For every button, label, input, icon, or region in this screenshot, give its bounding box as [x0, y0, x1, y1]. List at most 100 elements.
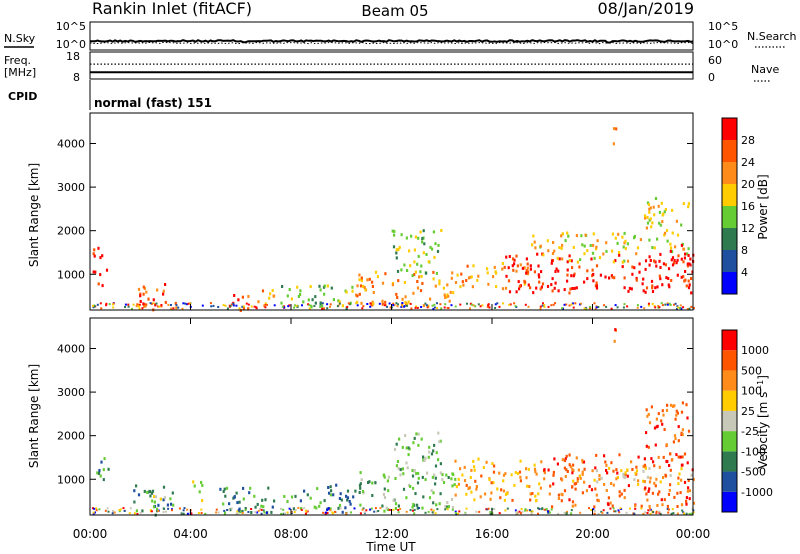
scatter-cell — [666, 239, 669, 243]
scatter-cell — [322, 511, 325, 514]
scatter-cell — [543, 468, 546, 472]
scatter-cell — [593, 478, 596, 482]
scatter-cell — [568, 453, 571, 457]
scatter-cell — [527, 305, 530, 308]
scatter-cell — [581, 491, 584, 495]
scatter-cell — [673, 303, 675, 306]
scatter-cell — [493, 265, 496, 269]
scatter-cell — [488, 478, 491, 482]
scatter-cell — [541, 507, 544, 510]
scatter-cell — [407, 483, 411, 487]
scatter-cell — [484, 492, 487, 496]
scatter-cell — [186, 508, 189, 511]
scatter-cell — [675, 219, 678, 223]
scatter-cell — [538, 482, 541, 486]
scatter-cell — [420, 306, 423, 308]
scatter-cell — [490, 481, 493, 485]
scatter-cell — [504, 472, 507, 476]
scatter-cell — [409, 509, 412, 512]
scatter-cell — [383, 496, 387, 499]
scatter-cell — [439, 492, 442, 496]
scatter-cell — [690, 277, 693, 280]
scatter-cell — [526, 509, 529, 512]
scatter-cell — [387, 475, 390, 479]
scatter-cell — [282, 508, 285, 511]
scatter-cell — [571, 485, 574, 489]
scatter-cell — [167, 303, 170, 306]
scatter-cell — [528, 509, 531, 511]
scatter-cell — [329, 493, 332, 497]
scatter-cell — [581, 470, 584, 474]
scatter-cell — [550, 304, 553, 307]
scatter-cell — [101, 284, 104, 288]
scatter-cell — [644, 290, 647, 294]
scatter-cell — [241, 305, 244, 308]
scatter-cell — [623, 241, 626, 245]
scatter-cell — [651, 221, 654, 225]
scatter-cell — [231, 303, 233, 306]
scatter-cell — [232, 302, 235, 305]
scatter-cell — [557, 493, 560, 497]
scatter-cell — [542, 253, 545, 257]
scatter-cell — [605, 305, 608, 308]
scatter-cell — [459, 285, 462, 289]
scatter-cell — [686, 252, 689, 256]
scatter-cell — [468, 486, 471, 490]
scatter-cell — [685, 512, 688, 515]
scatter-cell — [421, 237, 424, 241]
scatter-cell — [624, 239, 627, 243]
scatter-cell — [330, 489, 333, 493]
scatter-cell — [519, 475, 522, 479]
scatter-cell — [551, 289, 554, 293]
scatter-cell — [257, 509, 260, 512]
scatter-cell — [376, 275, 379, 279]
scatter-cell — [141, 509, 144, 513]
scatter-cell — [622, 245, 625, 249]
scatter-cell — [610, 274, 613, 278]
scatter-cell — [677, 439, 680, 443]
scatter-cell — [92, 252, 95, 256]
scatter-cell — [690, 305, 693, 308]
scatter-cell — [415, 472, 418, 476]
scatter-cell — [413, 469, 416, 472]
scatter-cell — [677, 455, 680, 459]
scatter-cell — [577, 468, 580, 472]
scatter-cell — [543, 471, 546, 475]
scatter-cell — [432, 501, 435, 505]
scatter-cell — [474, 305, 477, 308]
scatter-cell — [585, 307, 588, 310]
scatter-cell — [561, 307, 564, 310]
scatter-cell — [403, 305, 406, 308]
scatter-cell — [646, 414, 649, 418]
scatter-cell — [651, 286, 654, 290]
scatter-cell — [504, 509, 507, 512]
scatter-cell — [99, 474, 102, 478]
colorbar-swatch — [722, 390, 737, 411]
scatter-cell — [689, 257, 692, 261]
scatter-cell — [604, 460, 607, 464]
x-tick-label: 08:00 — [274, 527, 309, 541]
scatter-cell — [579, 476, 582, 480]
scatter-cell — [608, 466, 611, 470]
scatter-cell — [212, 304, 215, 307]
scatter-cell — [160, 305, 163, 308]
scatter-cell — [303, 507, 306, 510]
scatter-cell — [528, 485, 531, 488]
scatter-cell — [586, 269, 589, 273]
scatter-cell — [667, 277, 670, 280]
scatter-cell — [112, 303, 114, 306]
scatter-cell — [553, 457, 556, 461]
scatter-cell — [247, 295, 250, 298]
colorbar-tick-label: -100 — [741, 445, 766, 458]
scatter-cell — [583, 280, 586, 284]
scatter-cell — [634, 507, 637, 510]
scatter-cell — [438, 282, 441, 286]
scatter-cell — [492, 275, 495, 279]
scatter-cell — [477, 303, 480, 306]
scatter-cell — [550, 508, 553, 511]
scatter-cell — [579, 258, 582, 262]
scatter-cell — [445, 473, 448, 477]
scatter-cell — [470, 275, 473, 279]
scatter-cell — [680, 243, 683, 247]
scatter-cell — [612, 469, 615, 473]
